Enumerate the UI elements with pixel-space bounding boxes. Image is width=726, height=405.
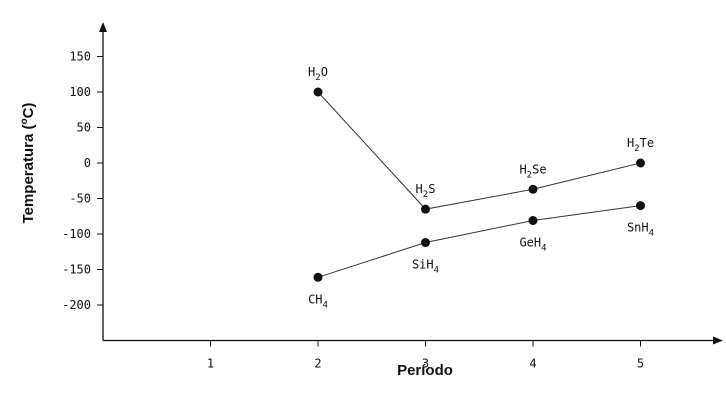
y-tick-label: -150 (62, 263, 91, 277)
y-tick-label: -100 (62, 227, 91, 241)
y-tick-label: -200 (62, 298, 91, 312)
point-label: H2Te (627, 136, 654, 154)
x-tick-label: 3 (422, 357, 429, 371)
point-label: H2S (416, 182, 436, 200)
data-point (421, 204, 430, 214)
x-tick-label: 4 (529, 357, 536, 371)
point-label: SnH4 (627, 221, 654, 239)
x-tick-label: 5 (637, 357, 644, 371)
data-point (313, 272, 323, 282)
y-tick-label: -50 (69, 192, 91, 206)
series-line (317, 205, 641, 278)
point-label: H2O (308, 65, 328, 83)
point-labels: H2O H2S H2Se H2Te CH4 SiH4 GeH4 SnH4 (308, 65, 654, 310)
y-tick-label: 50 (77, 121, 91, 135)
ticks: 150 100 50 0 -50 -100 -150 -200 1 2 3 4 5 (62, 50, 644, 371)
x-tick-label: 2 (314, 357, 321, 371)
axes (99, 22, 723, 345)
data-point (528, 184, 538, 194)
series-layer (313, 87, 645, 282)
y-tick-label: 150 (69, 50, 91, 64)
x-tick-label: 1 (207, 357, 214, 371)
data-point (313, 87, 323, 97)
x-axis-title: Período (397, 362, 453, 379)
data-point (528, 216, 538, 226)
data-point (636, 201, 645, 211)
point-label: SiH4 (412, 258, 439, 276)
y-tick-label: 100 (69, 85, 91, 99)
y-tick-label: 0 (84, 156, 91, 170)
point-label: CH4 (308, 292, 328, 310)
y-axis-title: Temperatura (oC) (19, 103, 37, 224)
data-point (421, 238, 430, 248)
series-line (317, 91, 641, 210)
point-label: GeH4 (519, 236, 546, 254)
data-point (636, 158, 645, 168)
point-label: H2Se (519, 162, 546, 180)
